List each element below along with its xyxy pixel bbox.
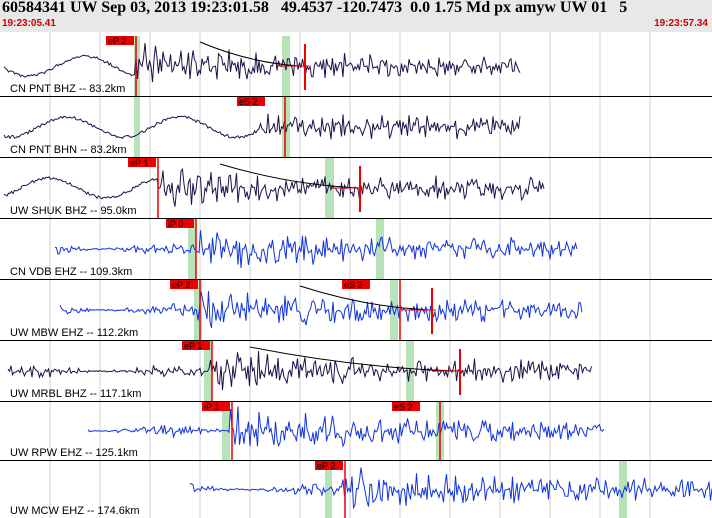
coda-decay-curve (199, 41, 301, 67)
seismogram-panel[interactable]: eP 2 CN PNT BHZ -- 83.2km eS 2 CN PNT BHN -… (0, 32, 712, 518)
p-pick-flag[interactable] (202, 402, 230, 411)
coda-window (390, 280, 398, 340)
p-pick-label: eP 2 (172, 280, 190, 290)
channel-label: UW RPW EHZ -- 125.1km (10, 447, 138, 459)
event-title: 60584341 UW Sep 03, 2013 19:23:01.58 49.… (2, 0, 628, 16)
s-pick-flag[interactable] (392, 402, 420, 411)
channel-label: CN VDB EHZ -- 109.3km (10, 266, 132, 278)
time-grid (49, 32, 651, 518)
coda-window (134, 97, 140, 157)
p-pick-flag[interactable] (170, 280, 198, 289)
channel-row[interactable]: eP 2 UW MCW EHZ -- 174.6km (0, 461, 712, 518)
s-pick-flag[interactable] (237, 97, 265, 106)
p-pick-flag[interactable] (128, 158, 156, 167)
channel-label: UW MRBL BHZ -- 117.1km (10, 388, 141, 400)
waveform-trace[interactable] (87, 406, 605, 448)
p-pick-label: iP 0 (168, 219, 183, 229)
p-pick-label: eP 1 (184, 341, 202, 351)
s-pick-label: eS 2 (239, 97, 258, 107)
p-pick-flag[interactable] (315, 461, 343, 470)
waveform-trace[interactable] (189, 467, 712, 510)
start-time-label: 19:23:05.41 (2, 18, 56, 29)
end-time-label: 19:23:57.34 (654, 18, 708, 29)
s-pick-label: eS 2 (394, 402, 413, 412)
channel-row[interactable]: eP 2 eS 2 UW MBW EHZ -- 112.2km (0, 280, 712, 341)
coda-decay-curve (299, 285, 431, 311)
channel-label: CN PNT BHN -- 83.2km (10, 144, 127, 156)
channel-row[interactable]: eP 2 CN PNT BHZ -- 83.2km (0, 36, 712, 97)
coda-window (194, 280, 202, 340)
s-pick-flag[interactable] (342, 280, 370, 289)
channel-row[interactable]: eP 1 UW MRBL BHZ -- 117.1km (0, 341, 712, 402)
channel-row[interactable]: iP 1 eS 2 UW RPW EHZ -- 125.1km (0, 402, 712, 461)
channel-row[interactable]: eS 2 CN PNT BHN -- 83.2km (0, 97, 712, 158)
coda-window (376, 219, 384, 279)
waveform-trace[interactable] (7, 351, 592, 391)
channel-label: UW MCW EHZ -- 174.6km (10, 505, 140, 517)
channel-label: UW MBW EHZ -- 112.2km (10, 327, 138, 339)
channel-label: UW SHUK BHZ -- 95.0km (10, 205, 137, 217)
p-pick-label: eP 1 (130, 158, 148, 168)
s-pick-label: eS 2 (344, 280, 363, 290)
event-header: 60584341 UW Sep 03, 2013 19:23:01.58 49.… (0, 0, 712, 32)
channel-row[interactable]: iP 0 CN VDB EHZ -- 109.3km (0, 219, 712, 280)
waveform-trace[interactable] (59, 290, 583, 329)
p-pick-flag[interactable] (182, 341, 210, 350)
coda-decay-curve (249, 346, 461, 372)
coda-window (282, 97, 290, 157)
waveform-trace[interactable] (3, 42, 521, 83)
channel-label: CN PNT BHZ -- 83.2km (10, 83, 125, 95)
waveform-trace[interactable] (3, 113, 521, 140)
coda-decay-curve (219, 163, 361, 189)
waveform-trace[interactable] (54, 230, 578, 268)
coda-window (325, 158, 334, 218)
p-pick-flag[interactable] (166, 219, 194, 228)
coda-window (188, 219, 196, 279)
p-pick-label: eP 2 (317, 461, 335, 471)
p-pick-flag[interactable] (106, 36, 134, 45)
p-pick-label: iP 1 (204, 402, 219, 412)
p-pick-label: eP 2 (108, 36, 126, 46)
waveform-trace[interactable] (3, 167, 545, 207)
coda-window (619, 461, 627, 518)
channel-row[interactable]: eP 1 UW SHUK BHZ -- 95.0km (0, 158, 712, 219)
